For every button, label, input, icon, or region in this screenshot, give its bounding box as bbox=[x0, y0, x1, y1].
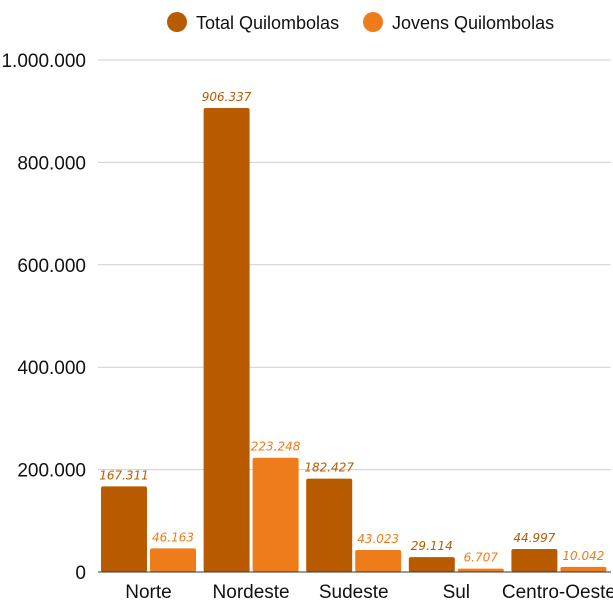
legend: Total Quilombolas Jovens Quilombolas bbox=[167, 12, 554, 33]
x-axis: Norte Nordeste Sudeste Sul Centro-Oeste bbox=[98, 571, 613, 600]
bar-total[interactable] bbox=[511, 548, 558, 572]
bar-total[interactable] bbox=[408, 557, 455, 572]
y-tick-label: 600.000 bbox=[17, 256, 86, 277]
y-tick-label: 0 bbox=[75, 563, 86, 584]
x-tick-label: Centro-Oeste bbox=[502, 582, 613, 600]
data-label: 906.337 bbox=[202, 90, 252, 104]
data-label: 29.114 bbox=[411, 539, 453, 553]
y-tick-label: 400.000 bbox=[17, 358, 86, 379]
bar-jovens[interactable] bbox=[560, 566, 607, 572]
bar-jovens[interactable] bbox=[150, 548, 196, 572]
data-label: 182.427 bbox=[304, 461, 354, 475]
data-label: 223.248 bbox=[251, 440, 301, 454]
x-tick-label: Sudeste bbox=[319, 582, 389, 600]
bar-total[interactable] bbox=[306, 478, 353, 572]
data-label: 44.997 bbox=[513, 531, 555, 545]
gridlines bbox=[98, 59, 611, 471]
data-label: 43.023 bbox=[357, 532, 399, 546]
x-tick-label: Sul bbox=[443, 582, 470, 600]
y-tick-label: 800.000 bbox=[17, 153, 86, 174]
legend-swatch bbox=[167, 12, 187, 32]
data-label: 10.042 bbox=[562, 549, 604, 563]
bar-total[interactable] bbox=[101, 486, 147, 572]
bar-total[interactable] bbox=[203, 107, 250, 573]
data-label: 6.707 bbox=[464, 551, 499, 565]
bar-jovens[interactable] bbox=[355, 549, 402, 572]
data-label: 167.311 bbox=[99, 468, 149, 482]
bar-jovens[interactable] bbox=[252, 457, 299, 572]
y-tick-label: 1.000.000 bbox=[1, 51, 86, 72]
legend-swatch bbox=[363, 12, 383, 32]
x-tick-label: Norte bbox=[125, 582, 171, 600]
y-axis: 0 200.000 400.000 600.000 800.000 1.000.000 bbox=[1, 51, 86, 584]
legend-label: Total Quilombolas bbox=[196, 13, 339, 33]
legend-label: Jovens Quilombolas bbox=[392, 13, 554, 33]
bar-jovens[interactable] bbox=[457, 568, 504, 572]
y-tick-label: 200.000 bbox=[17, 461, 86, 482]
data-label: 46.163 bbox=[152, 530, 194, 544]
x-tick-label: Nordeste bbox=[213, 582, 290, 600]
